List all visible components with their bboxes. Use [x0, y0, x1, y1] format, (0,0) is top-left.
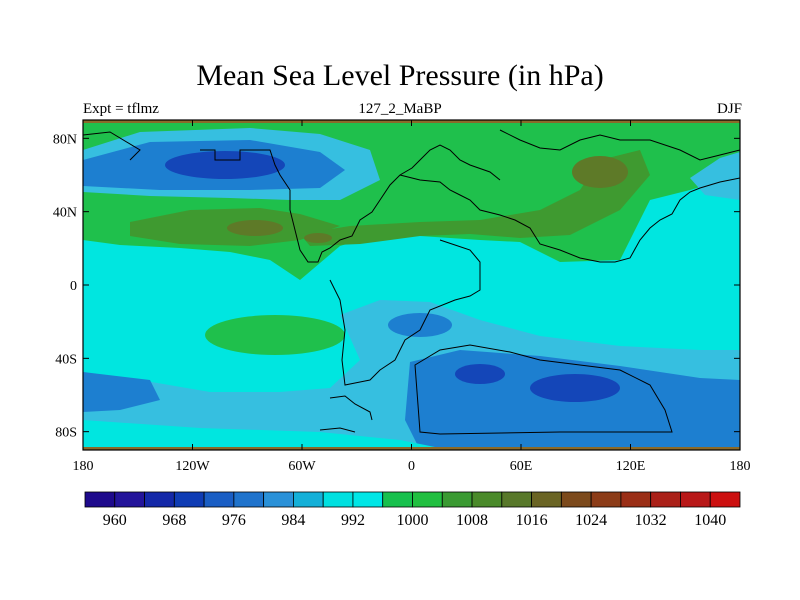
field-olive-eurasia [300, 150, 650, 246]
colorbar-label: 1032 [635, 512, 667, 529]
x-tick-label: 60E [510, 459, 533, 474]
colorbar-swatch [531, 491, 562, 508]
colorbar-swatch [501, 491, 532, 508]
colorbar-swatch [560, 491, 592, 508]
coast-antarctic-west [319, 427, 356, 433]
colorbar-label: 968 [162, 512, 186, 529]
field-midblue-southatlantic [388, 313, 452, 337]
x-axis: 180 120W 60W 0 60E 120E 180 [73, 120, 751, 474]
colorbar-swatch [322, 491, 354, 508]
x-tick-label: 60W [288, 459, 316, 474]
y-tick-label: 80N [53, 132, 77, 147]
colorbar-swatch [709, 491, 741, 508]
colorbar-label: 976 [222, 512, 246, 529]
colorbar-swatch [590, 491, 622, 508]
coast-eurasia-africa [399, 174, 740, 263]
field-cyan-south-strip [83, 420, 450, 450]
colorbar-swatch [173, 491, 205, 508]
colorbar-swatch [471, 491, 503, 508]
coast-antarctic-east [414, 344, 673, 435]
pressure-field [83, 120, 740, 450]
colorbar-label: 984 [281, 512, 305, 529]
period-label: 127_2_MaBP [358, 101, 442, 117]
colorbar-swatch [84, 491, 116, 508]
colorbar-swatch [114, 491, 145, 508]
season-label: DJF [716, 101, 742, 117]
field-brown-siberian-high [572, 156, 628, 188]
colorbar-label: 992 [341, 512, 365, 529]
coast-arctic [499, 129, 740, 161]
colorbar-label: 1008 [456, 512, 488, 529]
x-tick-label: 0 [408, 459, 415, 474]
colorbar-label: 1016 [516, 512, 548, 529]
colorbar-label: 960 [103, 512, 127, 529]
x-tick-label: 180 [73, 459, 94, 474]
y-tick-label: 40S [55, 352, 77, 367]
y-tick-label: 40N [53, 206, 77, 221]
x-tick-label: 120E [616, 459, 646, 474]
coast-south-america [329, 239, 481, 386]
colorbar: 960 968 976 984 992 1000 1008 1016 1024 1032 1040 [84, 491, 741, 529]
colorbar-swatch [382, 491, 413, 508]
colorbar-swatch [263, 491, 294, 508]
coastlines [83, 129, 740, 435]
colorbar-swatch [620, 491, 652, 508]
colorbar-swatch [293, 491, 324, 508]
plot-title: Mean Sea Level Pressure (in hPa) [196, 59, 604, 92]
colorbar-label: 1000 [397, 512, 429, 529]
colorbar-swatch [680, 491, 711, 508]
field-low-south-a [455, 364, 505, 384]
coast-alaska [83, 131, 141, 161]
field-green-southpacific [205, 315, 345, 355]
experiment-label: Expt = tflmz [83, 101, 159, 117]
colorbar-swatch [144, 491, 175, 508]
field-low-icelandic [165, 151, 285, 179]
y-axis: 80N 40N 0 40S 80S [53, 132, 740, 441]
y-tick-label: 0 [70, 279, 77, 294]
field-midblue-southwest [83, 372, 160, 412]
colorbar-swatch [650, 491, 681, 508]
x-tick-label: 120W [175, 459, 210, 474]
field-brown-pacific-high [227, 220, 283, 236]
field-brown-atlantic [304, 233, 332, 243]
coast-north-america [200, 144, 501, 263]
colorbar-swatch [412, 491, 443, 508]
colorbar-swatch [441, 491, 473, 508]
field-lightblue-northeast [690, 152, 740, 200]
colorbar-swatch [233, 491, 265, 508]
y-tick-label: 80S [55, 426, 77, 441]
colorbar-label: 1024 [575, 512, 607, 529]
colorbar-swatch [352, 491, 384, 508]
coast-antarctic-peninsula [329, 395, 373, 421]
field-low-south-b [530, 374, 620, 402]
x-tick-label: 180 [730, 459, 751, 474]
colorbar-swatch [203, 491, 235, 508]
colorbar-label: 1040 [694, 512, 726, 529]
